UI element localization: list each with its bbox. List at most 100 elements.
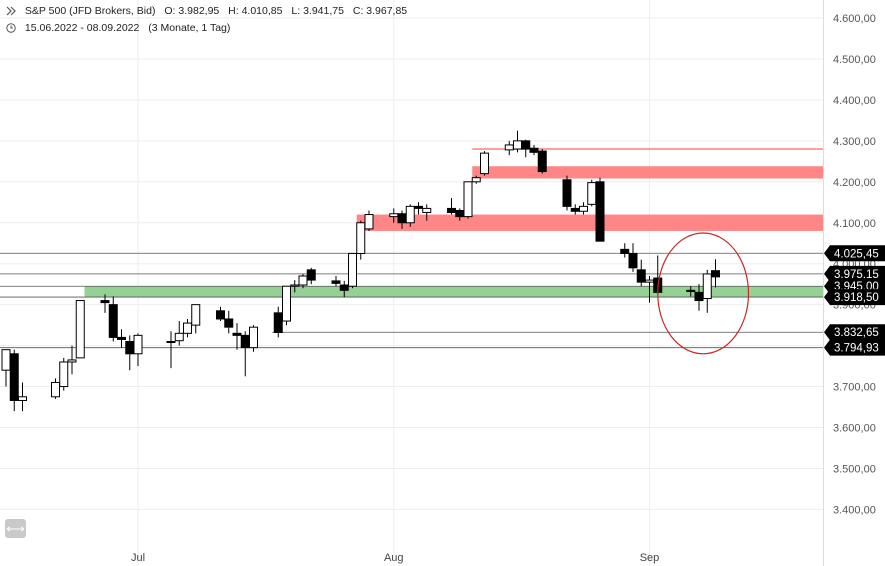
candle-body bbox=[628, 252, 638, 269]
candle-body bbox=[282, 285, 291, 322]
candle-body bbox=[51, 381, 60, 398]
candle-body bbox=[224, 318, 234, 328]
candle-body bbox=[397, 213, 407, 224]
candle-body bbox=[232, 332, 242, 336]
candle-body bbox=[579, 205, 588, 212]
candle-body bbox=[348, 252, 357, 287]
candle-body bbox=[249, 326, 258, 349]
candle-body bbox=[306, 269, 316, 281]
candle-body bbox=[183, 322, 192, 334]
close-value: C: 3.967,85 bbox=[352, 5, 408, 17]
y-tick-label: 3.700,00 bbox=[833, 382, 876, 394]
candle-body bbox=[1, 349, 11, 371]
candle-body bbox=[290, 284, 300, 287]
y-tick-label: 4.500,00 bbox=[833, 54, 876, 66]
high-value: H: 4.010,85 bbox=[228, 5, 283, 17]
candle-body bbox=[75, 300, 85, 359]
candle-body bbox=[537, 150, 547, 173]
candle-body bbox=[166, 341, 176, 344]
price-label-bg bbox=[824, 289, 885, 306]
candle-body bbox=[240, 334, 250, 349]
price-label: 3.918,50 bbox=[824, 289, 885, 306]
price-label: 3.832,65 bbox=[824, 324, 885, 341]
candle-body bbox=[570, 207, 580, 212]
candle-body bbox=[645, 279, 654, 283]
candle-body bbox=[686, 289, 696, 293]
y-tick-label: 3.600,00 bbox=[833, 423, 876, 435]
candle-body bbox=[67, 359, 77, 363]
candle-body bbox=[125, 341, 135, 355]
candle-body bbox=[587, 182, 597, 205]
price-label: 3.794,93 bbox=[824, 339, 885, 356]
candle-body bbox=[504, 144, 514, 151]
clock-icon bbox=[6, 23, 16, 33]
candle-body bbox=[414, 205, 423, 209]
candle-body bbox=[422, 207, 432, 214]
candle-body bbox=[273, 312, 283, 333]
candle-body bbox=[513, 140, 522, 150]
price-label-text: 4.025,45 bbox=[834, 248, 879, 260]
price-label-bg bbox=[824, 245, 885, 262]
candle-body bbox=[447, 207, 456, 214]
resistance-zone bbox=[356, 214, 823, 231]
chart-header-ohlc: S&P 500 (JFD Brokers, Bid) O: 3.982,95 H… bbox=[6, 5, 413, 17]
symbol-label: S&P 500 (JFD Brokers, Bid) bbox=[24, 5, 156, 17]
date-range: 15.06.2022 - 08.09.2022 bbox=[24, 22, 140, 34]
y-tick-label: 4.600,00 bbox=[833, 13, 876, 25]
candle-body bbox=[562, 179, 572, 207]
price-label-text: 3.794,93 bbox=[834, 343, 879, 355]
candle-body bbox=[471, 177, 481, 183]
y-tick-label: 3.400,00 bbox=[833, 504, 876, 516]
price-label-bg bbox=[824, 265, 885, 282]
candle-body bbox=[133, 334, 143, 355]
candle-body bbox=[636, 269, 646, 283]
candle-body bbox=[694, 291, 704, 302]
y-tick-label: 4.200,00 bbox=[833, 177, 876, 189]
low-value: L: 3.941,75 bbox=[291, 5, 344, 17]
candle-body bbox=[595, 181, 605, 242]
candle-body bbox=[18, 396, 27, 401]
candle-body bbox=[521, 140, 531, 150]
candle-body bbox=[100, 300, 110, 304]
x-tick-label: Jul bbox=[131, 552, 145, 564]
chart-header-range: 15.06.2022 - 08.09.2022 (3 Monate, 1 Tag… bbox=[6, 22, 236, 34]
candle-body bbox=[191, 304, 201, 326]
candle-body bbox=[529, 147, 539, 153]
candle-body bbox=[480, 152, 489, 175]
price-label-text: 3.918,50 bbox=[834, 292, 879, 304]
price-label: 4.025,45 bbox=[824, 245, 885, 262]
price-label-text: 3.832,65 bbox=[834, 327, 879, 339]
candle-body bbox=[463, 181, 473, 218]
candle-body bbox=[405, 205, 415, 224]
price-label-text: 3.975,15 bbox=[834, 269, 879, 281]
candle-body bbox=[298, 275, 308, 286]
highlight-ellipse bbox=[657, 232, 750, 355]
candle-body bbox=[108, 304, 118, 338]
candle-body bbox=[356, 222, 366, 254]
period-label: (3 Monate, 1 Tag) bbox=[148, 22, 231, 34]
candle-body bbox=[9, 353, 19, 401]
candle-body bbox=[117, 336, 126, 340]
y-tick-label: 4.300,00 bbox=[833, 136, 876, 148]
resistance-zone bbox=[472, 166, 823, 179]
candle-body bbox=[216, 310, 225, 320]
candle-body bbox=[389, 213, 399, 218]
expand-arrows-icon[interactable]: ⟷ bbox=[5, 519, 26, 538]
candle-body bbox=[620, 248, 630, 254]
y-tick-label: 4.100,00 bbox=[833, 218, 876, 230]
candle-body bbox=[331, 280, 341, 284]
candle-body bbox=[455, 209, 465, 218]
candle-body bbox=[711, 270, 720, 278]
candle-body bbox=[59, 361, 69, 388]
candle-body bbox=[364, 214, 374, 230]
price-label: 3.975,15 bbox=[824, 265, 885, 282]
x-tick-label: Sep bbox=[640, 552, 660, 564]
open-value: O: 3.982,95 bbox=[164, 5, 220, 17]
chevron-icon[interactable] bbox=[6, 6, 16, 16]
y-tick-label: 3.500,00 bbox=[833, 463, 876, 475]
support-zone bbox=[84, 286, 823, 298]
candle-body bbox=[339, 284, 349, 291]
x-tick-label: Aug bbox=[384, 552, 404, 564]
